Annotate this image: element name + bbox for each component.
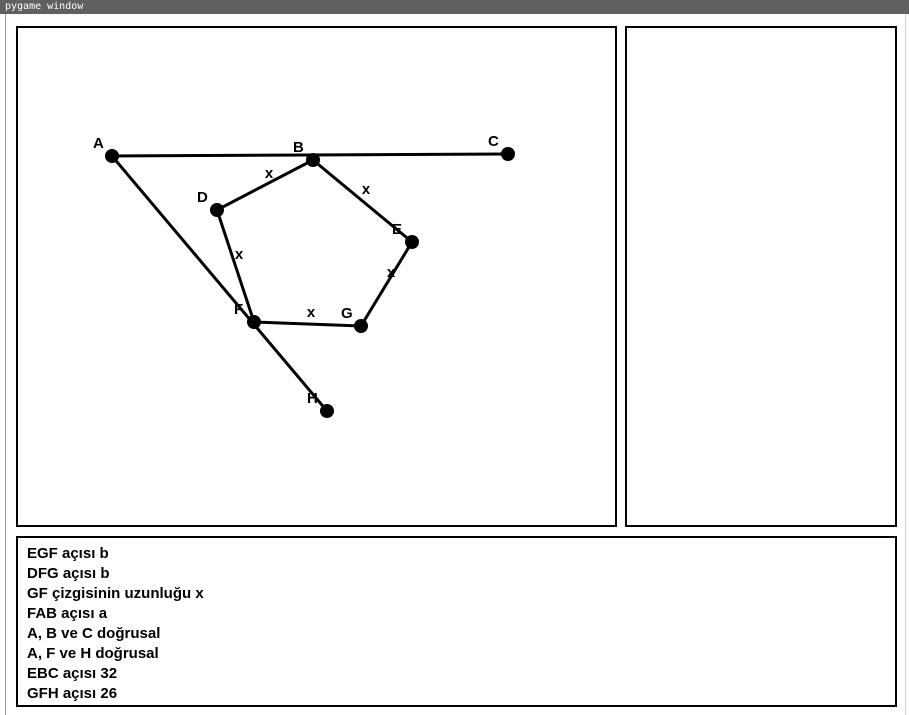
point-B [306, 153, 320, 167]
background-window-edge [0, 14, 6, 715]
geometry-diagram: A B C D E F G Hx x x x x [18, 28, 615, 525]
point-label-D: D [197, 189, 208, 206]
segment-label-FG: x [307, 304, 316, 321]
point-A [105, 149, 119, 163]
point-label-G: G [341, 305, 353, 322]
fact-item: DFG açısı b [27, 564, 204, 584]
segment-label-DF: x [235, 246, 244, 263]
point-F [247, 315, 261, 329]
window-title: pygame window [5, 1, 83, 12]
point-label-F: F [234, 301, 243, 318]
facts-panel: EGF açısı b DFG açısı b GF çizgisinin uz… [16, 536, 897, 707]
fact-item: A, B ve C doğrusal [27, 624, 204, 644]
fact-item: A, F ve H doğrusal [27, 644, 204, 664]
segment-label-BD: x [265, 165, 274, 182]
window-right-edge [905, 14, 909, 715]
segment-FG [254, 322, 361, 326]
fact-item: EBC açısı 32 [27, 664, 204, 684]
point-label-E: E [392, 221, 402, 238]
point-label-H: H [307, 390, 318, 407]
segment-AH [112, 156, 327, 411]
point-G [354, 319, 368, 333]
segment-label-BE: x [362, 181, 371, 198]
window-titlebar[interactable]: pygame window [0, 0, 909, 14]
fact-item: EGF açısı b [27, 544, 204, 564]
point-E [405, 235, 419, 249]
fact-item: GFH açısı 26 [27, 684, 204, 704]
point-C [501, 147, 515, 161]
point-label-B: B [293, 139, 304, 156]
facts-list: EGF açısı b DFG açısı b GF çizgisinin uz… [27, 544, 204, 704]
point-H [320, 404, 334, 418]
side-panel [625, 26, 897, 527]
fact-item: FAB açısı a [27, 604, 204, 624]
fact-item: GF çizgisinin uzunluğu x [27, 584, 204, 604]
point-D [210, 203, 224, 217]
segment-label-EG: x [387, 264, 396, 281]
point-label-A: A [93, 135, 104, 152]
point-label-C: C [488, 133, 499, 150]
segment-EG [361, 242, 412, 326]
